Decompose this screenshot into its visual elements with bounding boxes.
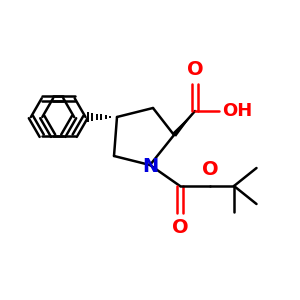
Text: O: O bbox=[172, 218, 188, 237]
Text: O: O bbox=[187, 60, 203, 79]
Text: N: N bbox=[142, 157, 158, 176]
Polygon shape bbox=[172, 111, 195, 137]
Text: OH: OH bbox=[223, 102, 253, 120]
Text: O: O bbox=[202, 160, 219, 179]
